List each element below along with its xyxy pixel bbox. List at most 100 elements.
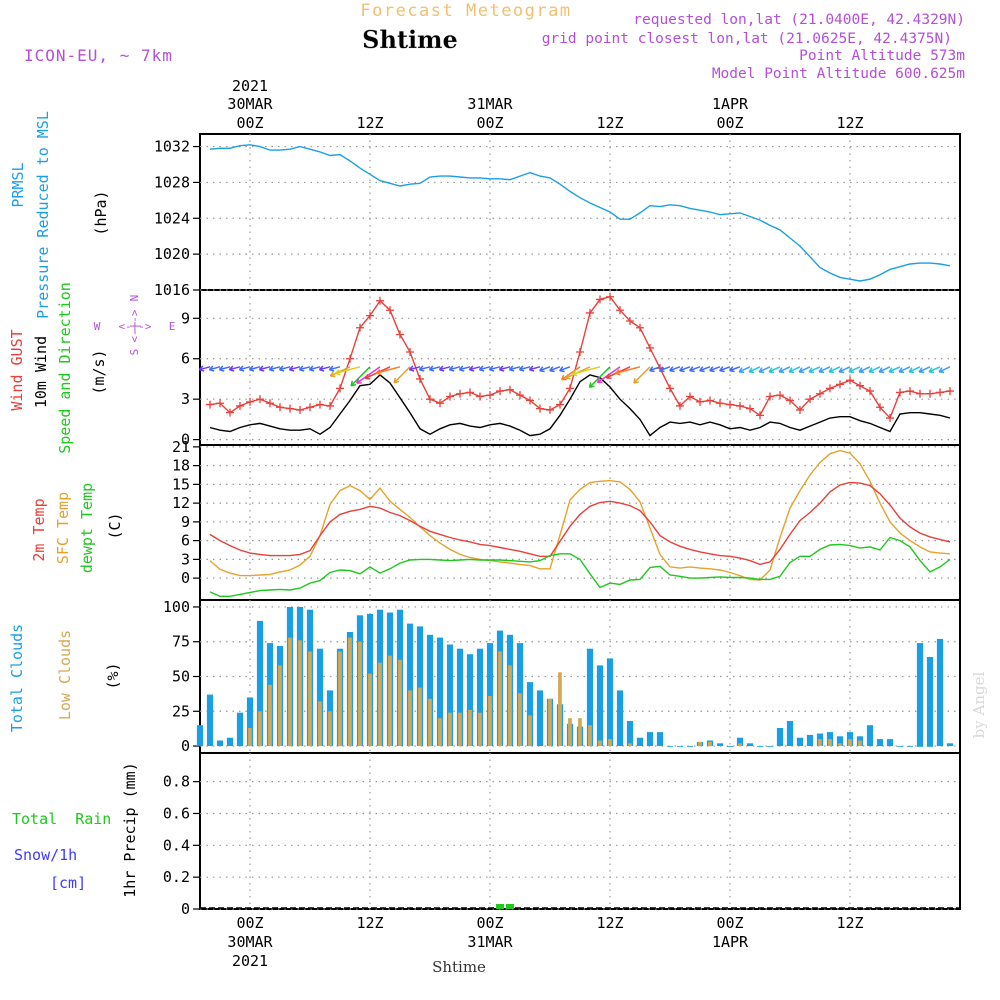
wind-arrow-head: [559, 366, 565, 373]
total-cloud-bar: [246, 697, 254, 747]
footer-location: Shtime: [432, 958, 486, 976]
gust-point-marker: [366, 311, 374, 320]
grid-point-coords: grid point closest lon,lat (21.0625E, 42…: [542, 31, 952, 47]
wind-arrow-head: [564, 373, 571, 380]
gust-point-marker: [936, 388, 944, 397]
total-clouds-label: Total Clouds: [8, 624, 26, 732]
total-cloud-bar: [636, 737, 644, 746]
gust-point-marker: [806, 395, 814, 404]
wind-arrow: [393, 366, 411, 384]
wind-panel-labels: Wind GUST 10m Wind Speed and Direction (…: [8, 282, 175, 454]
wind-arrow-head: [228, 365, 235, 372]
y-tick-labels: 1016102010241028103203690369121518210255…: [154, 138, 200, 918]
gust-point-marker: [486, 391, 494, 400]
wind-arrow: [549, 366, 561, 372]
wind-unit-label: (m/s): [90, 349, 108, 394]
low-cloud-bar: [318, 701, 322, 746]
wind-arrow: [289, 366, 301, 371]
wind-arrow: [539, 366, 551, 372]
wind-arrow-head: [328, 365, 335, 372]
wind-arrow-head: [258, 365, 265, 372]
wind-arrow: [938, 366, 951, 373]
total-cloud-bar: [466, 654, 474, 746]
gust-point-marker: [396, 330, 404, 339]
wind-arrow: [439, 366, 451, 371]
panel-frames: [199, 133, 961, 910]
wind-arrow: [319, 366, 331, 371]
total-cloud-bar: [216, 740, 224, 747]
total-cloud-bar: [926, 657, 934, 746]
y-tick-label: 50: [172, 668, 190, 686]
wind-arrow-head: [393, 377, 400, 384]
gust-point-marker: [216, 399, 224, 408]
gust-point-marker: [846, 376, 854, 385]
wind-arrow-head: [918, 367, 925, 374]
wind-arrow: [838, 366, 851, 373]
y-tick-label: 21: [172, 438, 190, 456]
wind-arrow-head: [768, 367, 775, 374]
gust-point-marker: [796, 405, 804, 414]
total-cloud-bar: [916, 746, 924, 747]
wind-arrow: [768, 366, 781, 373]
model-label: ICON-EU, ~ 7km: [24, 46, 173, 65]
total-cloud-bar: [946, 743, 954, 747]
wind-arrow: [719, 366, 731, 372]
y-tick-label: 1024: [154, 209, 190, 227]
gust-point-marker: [536, 404, 544, 413]
sfc-temp-label: SFC Temp: [54, 492, 72, 564]
total-cloud-bar: [596, 665, 604, 747]
top-time-label: 12Z: [356, 114, 383, 132]
low-cloud-bar: [388, 655, 392, 746]
gust-point-marker: [626, 317, 634, 325]
gust-point-marker: [286, 404, 294, 413]
wind-arrow-head: [633, 377, 639, 384]
gust-point-marker: [386, 306, 394, 315]
gust-point-marker: [456, 389, 464, 398]
low-cloud-bar: [698, 741, 702, 747]
wind-arrow: [689, 366, 701, 372]
wind-arrow: [376, 366, 401, 374]
wind-arrow-head: [238, 365, 245, 372]
bottom-time-label: 12Z: [836, 914, 863, 932]
gust-point-marker: [236, 401, 244, 410]
y-tick-label: 1016: [154, 281, 190, 299]
wind-arrow: [788, 366, 801, 373]
wind-arrow-head: [428, 365, 435, 372]
total-cloud-bar: [606, 658, 614, 746]
wind-arrow: [615, 366, 641, 375]
bottom-time-label: 31MAR: [467, 933, 513, 951]
wind-arrow-head: [908, 367, 915, 374]
gust-point-marker: [866, 387, 874, 396]
wind-arrow-head: [518, 365, 525, 372]
wind-arrow: [748, 366, 761, 373]
bottom-time-label: 1APR: [712, 933, 749, 951]
wind-arrow: [649, 366, 661, 372]
gust-point-marker: [576, 348, 584, 356]
y-tick-label: 0: [181, 900, 190, 918]
wind-arrow: [559, 366, 571, 372]
gust-point-marker: [356, 323, 364, 332]
total-cloud-bar: [416, 626, 424, 746]
wind-arrow: [499, 366, 511, 371]
y-tick-label: 0: [181, 737, 190, 755]
low-cloud-bar: [258, 711, 262, 747]
wind-arrow: [299, 366, 311, 371]
wind-arrow-head: [248, 365, 255, 372]
low-cloud-bar: [448, 712, 452, 747]
y-tick-label: 6: [181, 350, 190, 368]
total-cloud-bar: [896, 746, 904, 747]
low-cloud-bar: [308, 651, 312, 747]
total-cloud-bar: [536, 690, 544, 746]
precip-axis-label: 1hr Precip (mm): [121, 762, 139, 897]
wind-arrow-head: [596, 377, 603, 384]
y-tick-label: 0: [181, 431, 190, 449]
wind-arrow-head: [679, 366, 685, 373]
top-time-label: 31MAR: [467, 95, 513, 113]
wind-arrow: [509, 366, 521, 371]
wind-arrow: [858, 366, 871, 373]
wind-arrow-head: [868, 367, 875, 374]
wind-arrow: [908, 366, 921, 373]
low-cloud-bar: [608, 739, 612, 747]
t2m-label: 2m Temp: [30, 498, 48, 561]
